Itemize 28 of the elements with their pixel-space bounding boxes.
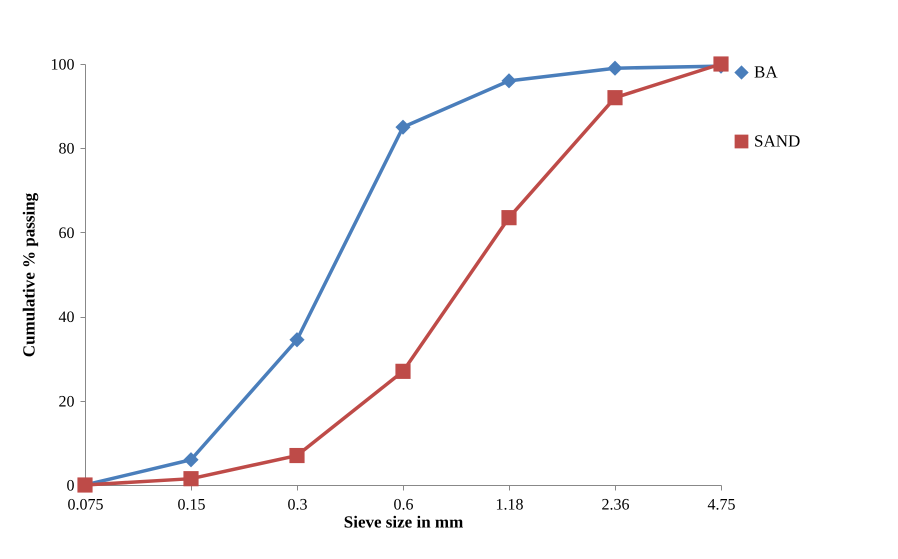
x-tick-label: 0.15 (178, 496, 206, 514)
point (501, 73, 517, 88)
y-axis-title: Cumulative % passing (20, 192, 38, 358)
point (183, 452, 199, 468)
point (607, 90, 623, 106)
point (395, 120, 411, 135)
point (289, 332, 305, 348)
point (713, 56, 729, 72)
x-tick-label: 0.6 (394, 496, 414, 514)
point (395, 364, 411, 379)
y-tick-label: 80 (58, 140, 74, 158)
y-tick-label: 0 (66, 478, 74, 494)
legend-label: SAND (754, 132, 800, 150)
legend-label: BA (754, 62, 778, 82)
x-tick-label: 2.36 (602, 496, 630, 514)
y-tick-label: 60 (58, 224, 74, 242)
point (289, 448, 305, 464)
x-tick-label: 1.18 (496, 496, 524, 514)
x-axis-title: Sieve size in mm (344, 512, 464, 532)
point (501, 210, 517, 226)
x-tick-label: 0.075 (68, 496, 104, 514)
y-tick-label: 20 (58, 393, 74, 410)
point (607, 60, 623, 76)
x-tick-label: 0.3 (288, 496, 308, 514)
x-tick-label: 4.75 (708, 496, 736, 514)
y-tick-label: 40 (58, 309, 74, 326)
y-tick-label: 100 (50, 56, 74, 74)
point (183, 471, 199, 486)
